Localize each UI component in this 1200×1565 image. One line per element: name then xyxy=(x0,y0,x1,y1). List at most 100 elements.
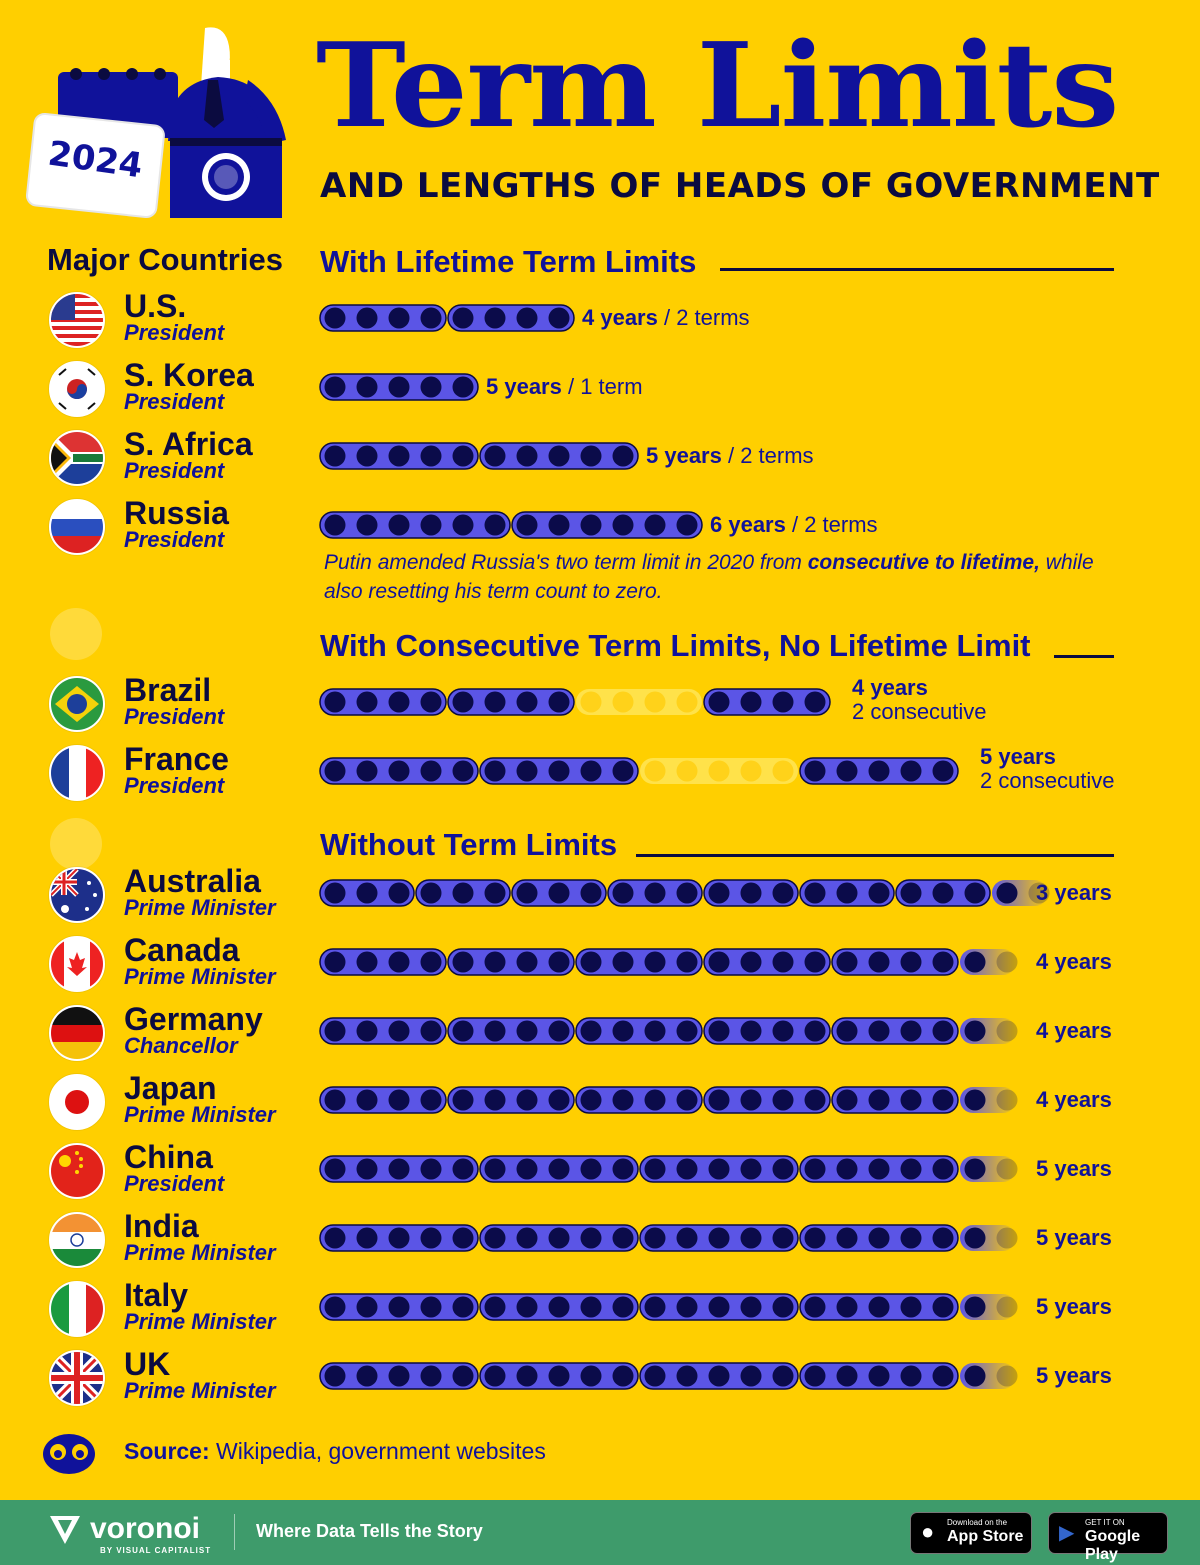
year-dot xyxy=(612,1227,634,1249)
year-dot xyxy=(356,307,378,329)
year-dot xyxy=(868,1227,890,1249)
canada-flag-icon xyxy=(49,936,105,992)
year-dot xyxy=(772,1227,794,1249)
year-dot xyxy=(772,951,794,973)
year-dot xyxy=(676,691,698,713)
year-dot xyxy=(676,1296,698,1318)
year-dot xyxy=(932,1020,954,1042)
term-bar xyxy=(703,1017,831,1045)
country-name: Germany xyxy=(124,1001,263,1037)
year-dot xyxy=(612,1020,634,1042)
country-name: Canada xyxy=(124,932,240,968)
year-dot xyxy=(740,882,762,904)
italy-flag-icon xyxy=(49,1281,105,1337)
year-dot xyxy=(452,376,474,398)
year-dot xyxy=(740,691,762,713)
year-dot xyxy=(740,760,762,782)
country-name: U.S. xyxy=(124,288,187,324)
term-bar xyxy=(703,1086,831,1114)
year-dot xyxy=(580,1158,602,1180)
year-dot xyxy=(420,376,442,398)
year-dot xyxy=(548,691,570,713)
year-dot xyxy=(388,1296,410,1318)
country-role: Prime Minister xyxy=(124,964,276,989)
year-dot xyxy=(452,1227,474,1249)
term-bar xyxy=(447,1017,575,1045)
year-dot xyxy=(804,882,826,904)
year-dot xyxy=(484,760,506,782)
year-dot xyxy=(708,760,730,782)
year-dot xyxy=(836,1227,858,1249)
year-dot xyxy=(964,1020,986,1042)
country-name: India xyxy=(124,1208,199,1244)
russia-note: Putin amended Russia's two term limit in… xyxy=(324,548,1124,606)
placeholder-circle xyxy=(50,608,102,660)
year-dot xyxy=(740,1365,762,1387)
year-dot xyxy=(356,1227,378,1249)
year-dot xyxy=(452,691,474,713)
country-role: Prime Minister xyxy=(124,1378,276,1403)
year-dot xyxy=(772,882,794,904)
year-dot xyxy=(548,1020,570,1042)
year-dot xyxy=(324,1296,346,1318)
term-length: 4 years xyxy=(1036,1018,1112,1043)
year-dot xyxy=(804,760,826,782)
year-dot xyxy=(996,1089,1018,1111)
year-dot xyxy=(900,1089,922,1111)
year-dot xyxy=(612,760,634,782)
year-dot xyxy=(644,1020,666,1042)
year-dot xyxy=(996,1020,1018,1042)
year-dot xyxy=(996,1227,1018,1249)
app-store-button[interactable]: ● Download on the App Store xyxy=(910,1512,1032,1554)
term-label: 6 years / 2 terms xyxy=(710,512,878,538)
year-dot xyxy=(516,951,538,973)
india-flag-icon xyxy=(49,1212,105,1268)
germany-flag-icon xyxy=(49,1005,105,1061)
header-illustration xyxy=(25,27,286,219)
year-dot xyxy=(484,951,506,973)
term-label: 4 years xyxy=(1036,1018,1112,1044)
year-dot xyxy=(996,1296,1018,1318)
year-dot xyxy=(740,1227,762,1249)
term-label: 5 years xyxy=(1036,1156,1112,1182)
year-dot xyxy=(580,691,602,713)
year-dot xyxy=(644,882,666,904)
year-dot xyxy=(452,760,474,782)
year-dot xyxy=(932,760,954,782)
year-dot xyxy=(388,376,410,398)
year-dot xyxy=(868,1296,890,1318)
australia-flag-icon xyxy=(49,867,105,923)
year-dot xyxy=(420,307,442,329)
year-dot xyxy=(932,1227,954,1249)
term-label: 4 years / 2 terms xyxy=(582,305,750,331)
country-name: Brazil xyxy=(124,672,212,708)
year-dot xyxy=(676,1020,698,1042)
term-bar xyxy=(703,688,831,716)
year-dot xyxy=(740,951,762,973)
year-dot xyxy=(932,1365,954,1387)
google-play-button[interactable]: ▶ GET IT ON Google Play xyxy=(1048,1512,1168,1563)
year-dot xyxy=(836,882,858,904)
year-dot xyxy=(612,1296,634,1318)
year-dot xyxy=(356,1296,378,1318)
year-dot xyxy=(452,307,474,329)
year-dot xyxy=(548,951,570,973)
term-bar xyxy=(447,1086,575,1114)
google-play-small: GET IT ON xyxy=(1085,1518,1125,1527)
year-dot xyxy=(868,882,890,904)
year-dot xyxy=(612,514,634,536)
year-dot xyxy=(388,951,410,973)
country-name: China xyxy=(124,1139,213,1175)
brand-name[interactable]: voronoi xyxy=(90,1512,200,1545)
year-dot xyxy=(356,1365,378,1387)
year-dot xyxy=(740,1020,762,1042)
year-dot xyxy=(420,760,442,782)
year-dot xyxy=(516,1227,538,1249)
year-dot xyxy=(548,1227,570,1249)
year-dot xyxy=(612,445,634,467)
country-name: Japan xyxy=(124,1070,217,1106)
year-dot xyxy=(484,882,506,904)
year-dot xyxy=(324,307,346,329)
year-dot xyxy=(900,1158,922,1180)
year-dot xyxy=(580,1089,602,1111)
